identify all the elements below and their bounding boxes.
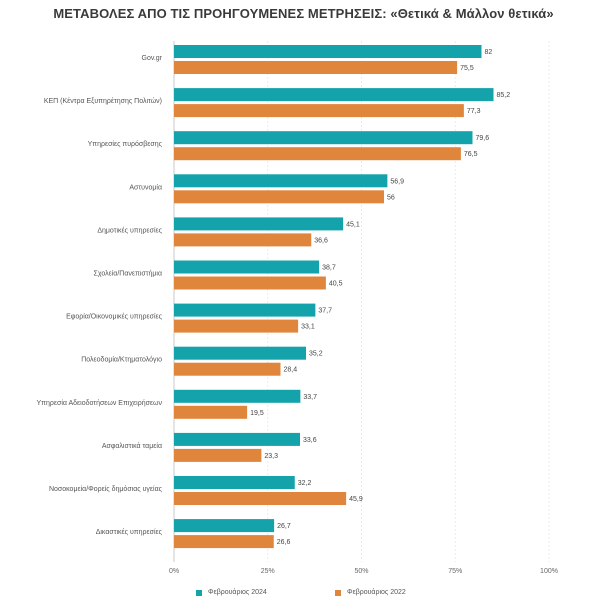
data-label: 85,2 (497, 92, 511, 99)
category-label: Δικαστικές υπηρεσίες (96, 528, 163, 536)
data-label: 56,9 (390, 178, 404, 185)
data-label: 79,6 (476, 135, 490, 142)
bar-2022 (174, 492, 347, 505)
bar-2022 (174, 362, 281, 376)
legend-swatch-2024 (196, 589, 202, 596)
data-label: 37,7 (318, 308, 332, 315)
data-label: 19,5 (250, 410, 264, 417)
category-label: Υπηρεσίες πυρόσβεσης (88, 140, 163, 148)
bar-2024 (174, 389, 301, 403)
bar-2022 (174, 61, 458, 74)
bar-2024 (174, 303, 316, 317)
category-label: Σχολεία/Πανεπιστήμια (94, 270, 162, 278)
bar-2022 (174, 448, 262, 462)
bar-2022 (174, 535, 274, 549)
bar-2022 (174, 190, 384, 204)
data-label: 76,5 (464, 151, 478, 158)
data-label: 26,6 (277, 539, 291, 546)
legend-label-2022: Φεβρουάριος 2022 (347, 589, 406, 596)
x-tick-label: 25% (261, 568, 275, 575)
chart-legend: Φεβρουάριος 2024 Φεβρουάριος 2022 (0, 589, 607, 603)
bar-2022 (174, 104, 464, 118)
data-label: 23,3 (264, 453, 278, 460)
legend-swatch-2022 (335, 589, 341, 596)
bar-2022 (174, 147, 461, 161)
data-label: 38,7 (322, 265, 336, 272)
category-label: ΚΕΠ (Κέντρα Εξυπηρέτησης Πολιτών) (44, 97, 162, 105)
bar-2024 (174, 45, 482, 58)
bar-2022 (174, 276, 326, 290)
category-label: Νοσοκομεία/Φορείς δημόσιας υγείας (49, 485, 163, 493)
data-label: 33,1 (301, 324, 315, 331)
data-label: 75,5 (460, 65, 474, 72)
category-label: Gov.gr (142, 55, 163, 62)
x-tick-label: 0% (169, 568, 179, 575)
x-tick-label: 50% (354, 568, 368, 575)
legend-label-2024: Φεβρουάριος 2024 (208, 589, 267, 596)
bar-2024 (174, 476, 295, 489)
chart-title: ΜΕΤΑΒΟΛΕΣ ΑΠΟ ΤΙΣ ΠΡΟΗΓΟΥΜΕΝΕΣ ΜΕΤΡΗΣΕΙΣ… (53, 6, 554, 21)
bar-2022 (174, 319, 299, 333)
bar-2024 (174, 88, 494, 102)
legend-item-2022: Φεβρουάριος 2022 (335, 589, 406, 596)
bar-2022 (174, 233, 312, 247)
data-label: 36,6 (314, 237, 328, 244)
data-label: 45,9 (349, 496, 363, 503)
bar-2022 (174, 405, 248, 419)
data-label: 33,6 (303, 437, 317, 444)
category-label: Αστυνομία (129, 183, 162, 191)
category-label: Δημοτικές υπηρεσίες (97, 226, 162, 234)
x-tick-label: 75% (448, 568, 462, 575)
data-label: 33,7 (303, 394, 317, 401)
data-label: 35,2 (309, 351, 323, 358)
bar-2024 (174, 432, 300, 446)
data-label: 82 (485, 49, 493, 56)
data-label: 45,1 (346, 221, 360, 228)
category-label: Εφορία/Οικονομικές υπηρεσίες (66, 313, 163, 321)
legend-item-2024: Φεβρουάριος 2024 (196, 589, 267, 596)
data-label: 32,2 (298, 480, 312, 487)
data-label: 56 (387, 194, 395, 201)
bar-2024 (174, 346, 306, 360)
data-label: 26,7 (277, 523, 291, 530)
x-tick-label: 100% (540, 568, 558, 575)
bar-2024 (174, 260, 320, 274)
category-label: Ασφαλιστικά ταμεία (102, 442, 162, 450)
bar-2024 (174, 174, 388, 188)
data-label: 77,3 (467, 108, 481, 115)
category-label: Πολεοδομία/Κτηματολόγιο (81, 356, 162, 364)
bar-2024 (174, 217, 344, 231)
data-label: 28,4 (284, 367, 298, 374)
bar-2024 (174, 519, 275, 533)
data-label: 40,5 (329, 281, 343, 288)
category-label: Υπηρεσία Αδειοδοτήσεων Επιχειρήσεων (37, 399, 163, 407)
bar-2024 (174, 131, 473, 145)
